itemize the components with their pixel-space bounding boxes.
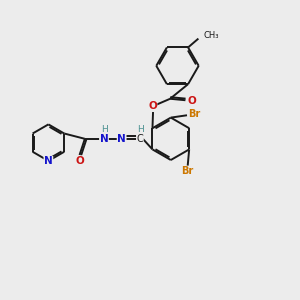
Text: N: N: [117, 134, 126, 143]
Text: O: O: [148, 101, 157, 111]
Text: N: N: [44, 157, 53, 166]
Text: Br: Br: [182, 167, 194, 176]
Text: N: N: [100, 134, 108, 143]
Text: C: C: [136, 134, 143, 143]
Text: H: H: [137, 125, 144, 134]
Text: H: H: [101, 125, 108, 134]
Text: Br: Br: [188, 109, 200, 119]
Text: O: O: [188, 96, 196, 106]
Text: O: O: [75, 156, 84, 166]
Text: CH₃: CH₃: [204, 31, 219, 40]
